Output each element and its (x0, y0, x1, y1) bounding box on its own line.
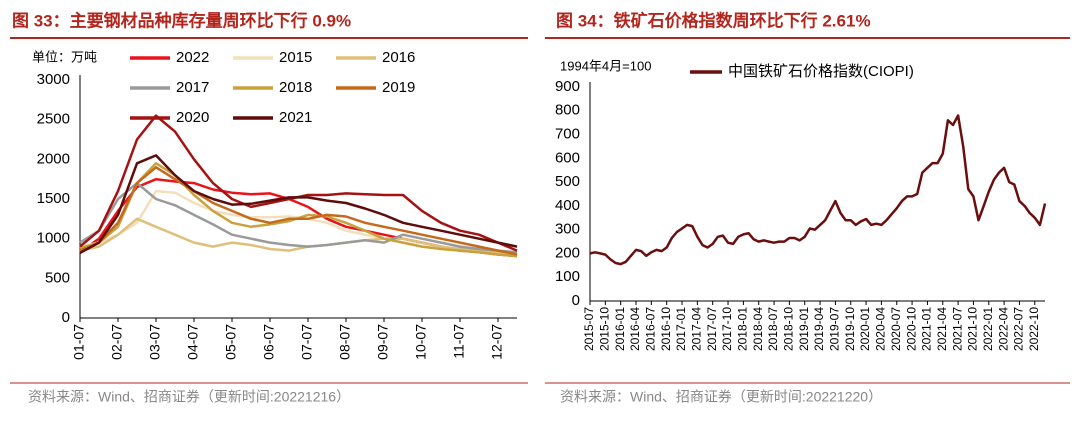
x-tick-label: 2015-07 (582, 307, 596, 351)
y-tick-label: 900 (555, 78, 580, 95)
x-tick-label: 11-07 (451, 324, 467, 359)
x-tick-label: 08-07 (337, 324, 353, 360)
x-tick-label: 2019-10 (843, 307, 857, 351)
x-tick-label: 2022-10 (1027, 307, 1041, 351)
source: 资料来源：Wind、招商证券（更新时间:20221220） (560, 389, 882, 405)
x-tick-label: 2018-07 (766, 307, 780, 351)
legend-label: 2015 (279, 49, 312, 66)
x-tick-label: 2021-01 (920, 307, 934, 351)
x-tick-label: 2016-07 (644, 307, 658, 351)
chart-title: 图 34：铁矿石价格指数周环比下行 2.61% (556, 10, 871, 30)
x-tick-label: 2016-10 (659, 307, 673, 351)
series-line (79, 181, 518, 254)
y-tick-label: 700 (555, 126, 580, 143)
x-tick-label: 2021-10 (966, 307, 980, 351)
x-tick-label: 06-07 (261, 324, 277, 360)
y-tick-label: 500 (45, 269, 70, 286)
x-tick-label: 2015-10 (598, 307, 612, 351)
x-tick-label: 12-07 (489, 324, 505, 360)
y-tick-label: 2000 (37, 150, 70, 167)
chart-title: 图 33：主要钢材品种库存量周环比下行 0.9% (12, 10, 351, 30)
y-tick-label: 800 (555, 102, 580, 119)
y-tick-label: 3000 (37, 71, 70, 88)
y-tick-label: 500 (555, 173, 580, 190)
x-tick-label: 2019-01 (797, 307, 811, 351)
legend-label: 2016 (382, 49, 415, 66)
source: 资料来源：Wind、招商证券（更新时间:20221216） (28, 389, 350, 405)
x-tick-label: 2016-01 (613, 307, 627, 351)
x-tick-label: 2021-07 (950, 307, 964, 351)
unit-label: 1994年4月=100 (560, 58, 651, 73)
x-tick-label: 2018-10 (782, 307, 796, 351)
legend-label: 2021 (279, 109, 312, 126)
series-line (589, 114, 1047, 266)
series-line (79, 217, 518, 256)
x-tick-label: 2020-10 (904, 307, 918, 351)
y-tick-label: 600 (555, 149, 580, 166)
y-tick-label: 2500 (37, 111, 70, 128)
x-tick-label: 01-07 (71, 324, 87, 360)
y-tick-label: 0 (62, 309, 70, 326)
x-tick-label: 02-07 (109, 324, 125, 360)
series-line (79, 154, 518, 254)
legend-label: 2018 (279, 79, 312, 96)
x-tick-label: 03-07 (147, 324, 163, 360)
series-line (79, 166, 518, 256)
x-tick-label: 2019-04 (812, 307, 826, 351)
legend-label: 2020 (176, 109, 209, 126)
x-tick-label: 2017-07 (705, 307, 719, 351)
legend-label: 2022 (176, 49, 209, 66)
legend-label: 2019 (382, 79, 415, 96)
x-tick-label: 2021-04 (935, 307, 949, 351)
y-tick-label: 100 (555, 268, 580, 285)
legend-label: 中国铁矿石价格指数(CIOPI) (728, 63, 914, 80)
x-tick-label: 2022-01 (981, 307, 995, 351)
x-tick-label: 10-07 (413, 324, 429, 360)
y-tick-label: 1000 (37, 230, 70, 247)
x-tick-label: 2022-07 (1012, 307, 1026, 351)
x-tick-label: 2020-04 (874, 307, 888, 351)
x-tick-label: 2017-04 (690, 307, 704, 351)
x-tick-label: 2022-04 (996, 307, 1010, 351)
x-tick-label: 2017-10 (720, 307, 734, 351)
x-tick-label: 2017-01 (674, 307, 688, 351)
y-tick-label: 1500 (37, 190, 70, 207)
y-tick-label: 300 (555, 221, 580, 238)
x-tick-label: 2020-01 (858, 307, 872, 351)
y-tick-label: 400 (555, 197, 580, 214)
legend-label: 2017 (176, 79, 209, 96)
x-tick-label: 2020-07 (889, 307, 903, 351)
x-tick-label: 2019-07 (828, 307, 842, 351)
x-tick-label: 07-07 (299, 324, 315, 360)
x-tick-label: 2018-04 (751, 307, 765, 351)
x-tick-label: 05-07 (223, 324, 239, 360)
x-tick-label: 2018-01 (736, 307, 750, 351)
y-tick-label: 200 (555, 244, 580, 261)
unit-label: 单位：万吨 (32, 49, 97, 64)
x-tick-label: 04-07 (185, 324, 201, 360)
x-tick-label: 09-07 (375, 324, 391, 360)
y-tick-label: 0 (572, 292, 580, 309)
x-tick-label: 2016-04 (628, 307, 642, 351)
